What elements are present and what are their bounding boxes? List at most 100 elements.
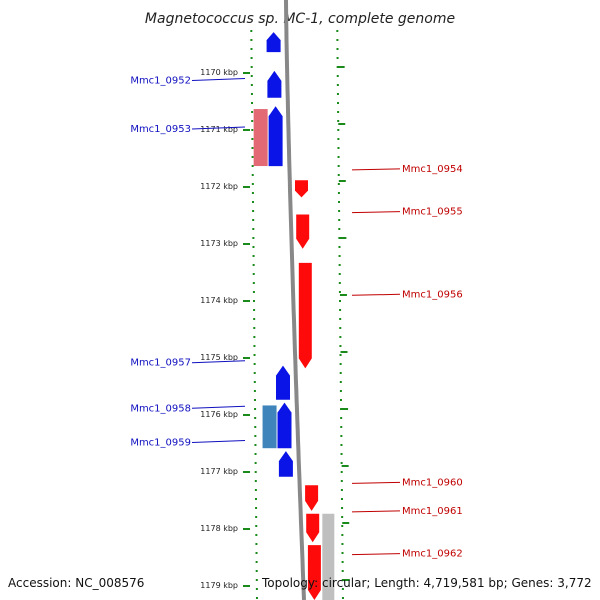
backbone <box>284 0 306 600</box>
left-tick-dot <box>250 48 253 50</box>
left-tick-dot <box>253 354 256 356</box>
kbp-tick-label: 1178 kbp <box>200 524 238 533</box>
right-tick-dot <box>339 399 342 401</box>
right-tick-dot <box>339 372 342 374</box>
right-tick-track <box>336 30 350 599</box>
right-tick-dot <box>341 588 344 590</box>
right-tick-dot <box>339 345 342 347</box>
right-tick-dot <box>336 57 339 59</box>
left-tick-dot <box>253 336 256 338</box>
left-tick-dot <box>255 552 258 554</box>
right-tick-dot <box>338 210 341 212</box>
left-tick-dot <box>252 291 255 293</box>
left-major-tick <box>243 72 250 74</box>
left-tick-dot <box>254 453 257 455</box>
right-tick-dot <box>337 174 340 176</box>
left-tick-dot <box>255 561 258 563</box>
right-tick-dot <box>340 498 343 500</box>
gene-labels: Mmc1_0952 Mmc1_0953 Mmc1_0957 Mmc1_0958 Mmc1… <box>130 76 462 560</box>
backbone-line <box>284 0 306 600</box>
gene-arrow-Mmc1_0956 <box>298 262 312 369</box>
kbp-tick-label: 1172 kbp <box>200 182 238 191</box>
left-tick-dot <box>252 282 255 284</box>
kbp-tick-label: 1175 kbp <box>200 353 238 362</box>
kbp-tick-label: 1177 kbp <box>200 467 238 476</box>
gene-arrow-Mmc1_0957 <box>276 365 290 400</box>
gene-arrow-Mmc1_0954 <box>295 180 308 198</box>
feature-track <box>253 32 335 600</box>
left-tick-dot <box>254 444 257 446</box>
gene-label-Mmc1_0954[interactable]: Mmc1_0954 <box>402 164 463 175</box>
right-tick-dot <box>339 318 342 320</box>
right-tick-dot <box>341 561 344 563</box>
gene-label-Mmc1_0956[interactable]: Mmc1_0956 <box>402 289 463 300</box>
right-tick-dot <box>341 525 344 527</box>
gene-label-Mmc1_0952[interactable]: Mmc1_0952 <box>130 76 191 87</box>
accession-text: Accession: NC_008576 <box>8 576 144 590</box>
right-tick-dot <box>338 273 341 275</box>
left-tick-dot <box>251 147 254 149</box>
left-tick-dot <box>250 30 253 32</box>
left-tick-dot <box>252 255 255 257</box>
left-tick-dot <box>251 111 254 113</box>
left-tick-dot <box>251 165 254 167</box>
gene-arrow-Mmc1_0955 <box>296 214 310 249</box>
left-tick-dot <box>255 579 258 581</box>
left-tick-dot <box>255 534 258 536</box>
gene-arrow-Mmc1_0953 <box>268 106 283 167</box>
right-major-tick <box>342 579 350 581</box>
gene-label-Mmc1_0953[interactable]: Mmc1_0953 <box>130 124 191 135</box>
left-tick-dot <box>252 264 255 266</box>
left-tick-dot <box>251 129 254 131</box>
left-tick-dot <box>253 372 256 374</box>
left-tick-dot <box>254 489 257 491</box>
gene-label-Mmc1_0960[interactable]: Mmc1_0960 <box>402 477 463 488</box>
right-tick-dot <box>337 138 340 140</box>
gene-label-Mmc1_0961[interactable]: Mmc1_0961 <box>402 506 463 517</box>
genome-title: Magnetococcus sp. MC-1, complete genome <box>145 11 455 27</box>
gene-label-Mmc1_0958[interactable]: Mmc1_0958 <box>130 403 191 414</box>
left-major-tick <box>243 357 250 359</box>
right-tick-dot <box>341 543 344 545</box>
label-leader-line <box>351 168 401 171</box>
left-tick-dot <box>253 345 256 347</box>
left-tick-dot <box>254 480 257 482</box>
right-tick-dot <box>341 507 344 509</box>
feature-pink-feature <box>253 109 268 167</box>
label-leader-line <box>191 78 246 82</box>
right-tick-dot <box>340 453 343 455</box>
left-tick-dot <box>254 408 257 410</box>
gene-label-Mmc1_0962[interactable]: Mmc1_0962 <box>402 549 463 560</box>
left-tick-dot <box>251 102 254 104</box>
right-tick-dot <box>338 246 341 248</box>
left-tick-dot <box>252 201 255 203</box>
gene-label-Mmc1_0959[interactable]: Mmc1_0959 <box>130 438 191 449</box>
right-tick-dot <box>339 309 342 311</box>
right-tick-dot <box>337 120 340 122</box>
gene-label-Mmc1_0955[interactable]: Mmc1_0955 <box>402 207 463 218</box>
left-tick-dot <box>254 426 257 428</box>
left-tick-dot <box>254 462 257 464</box>
label-leader-line <box>351 510 401 513</box>
gene-arrow-Mmc1_0962 <box>307 545 321 600</box>
right-major-tick <box>339 237 347 239</box>
left-tick-dot <box>251 183 254 185</box>
right-major-tick <box>337 66 345 68</box>
gene-label-Mmc1_0957[interactable]: Mmc1_0957 <box>130 358 191 369</box>
left-tick-dot <box>252 237 255 239</box>
right-tick-dot <box>337 192 340 194</box>
right-tick-dot <box>338 255 341 257</box>
right-tick-dot <box>337 129 340 131</box>
left-tick-dot <box>250 57 253 59</box>
right-tick-dot <box>336 48 339 50</box>
right-tick-dot <box>337 156 340 158</box>
right-tick-dot <box>337 165 340 167</box>
right-major-tick <box>342 522 350 524</box>
gene-arrow-Mmc1_0961 <box>306 513 320 543</box>
right-tick-dot <box>339 363 342 365</box>
kbp-tick-label: 1179 kbp <box>200 581 238 590</box>
left-major-tick <box>243 300 250 302</box>
right-major-tick <box>341 408 349 410</box>
gene-arrow-gene-plus-top <box>266 32 281 53</box>
right-tick-dot <box>336 75 339 77</box>
